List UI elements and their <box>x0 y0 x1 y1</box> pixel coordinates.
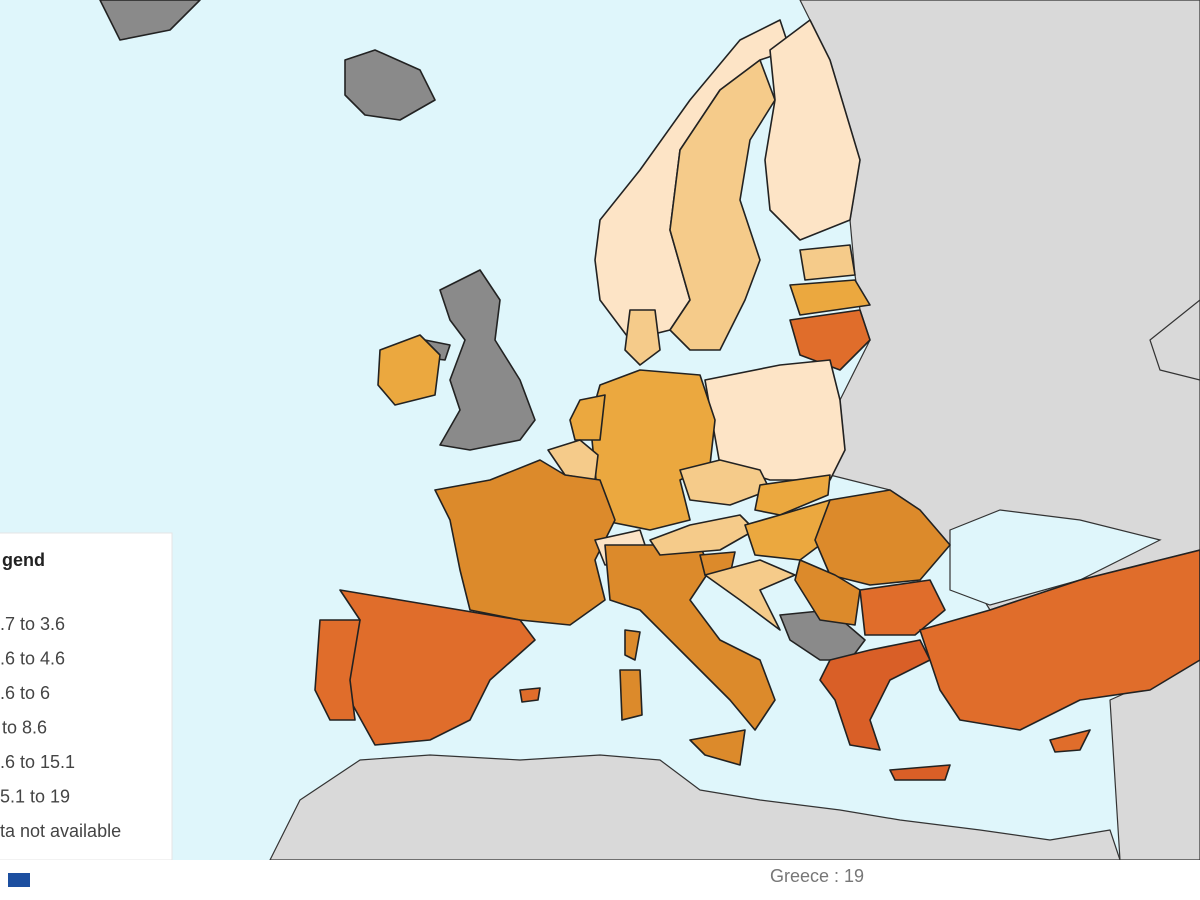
country <box>434 459 616 626</box>
country <box>1049 729 1091 753</box>
country <box>689 729 746 766</box>
country <box>754 474 831 516</box>
country <box>799 244 856 281</box>
country <box>519 687 541 703</box>
country <box>889 764 951 781</box>
legend-box <box>0 532 173 861</box>
country <box>704 559 796 631</box>
country <box>704 359 846 481</box>
flag-icon <box>8 873 30 887</box>
legend-item: .6 to 6 <box>0 683 50 703</box>
country <box>439 269 536 451</box>
country <box>859 579 946 636</box>
status-text: Greece : 19 <box>770 866 864 886</box>
country <box>794 559 861 626</box>
legend-item: .6 to 15.1 <box>0 752 75 772</box>
legend-item: .7 to 3.6 <box>0 614 65 634</box>
country <box>624 309 661 366</box>
country <box>344 49 436 121</box>
legend-item: to 8.6 <box>2 717 47 737</box>
country <box>569 394 606 441</box>
legend-title: gend <box>2 550 45 570</box>
country <box>669 59 776 351</box>
sea <box>949 509 1162 606</box>
status-bar <box>0 860 1200 900</box>
legend: .7 to 3.6 .6 to 4.6 .6 to 6 to 8.6 .6 to 15.… <box>0 614 121 841</box>
country <box>314 619 361 721</box>
country <box>789 309 871 371</box>
legend-item: ta not available <box>0 821 121 841</box>
legend-item: 5.1 to 19 <box>0 786 70 806</box>
country <box>764 19 861 241</box>
country <box>919 549 1200 731</box>
country <box>789 279 871 316</box>
country <box>619 669 643 721</box>
land <box>1149 299 1200 381</box>
country <box>604 544 776 731</box>
country <box>99 0 201 41</box>
land <box>269 754 1121 861</box>
country <box>814 489 951 586</box>
country <box>819 639 931 751</box>
country <box>547 439 599 481</box>
country <box>624 629 641 661</box>
country <box>377 334 441 406</box>
legend-item: .6 to 4.6 <box>0 648 65 668</box>
